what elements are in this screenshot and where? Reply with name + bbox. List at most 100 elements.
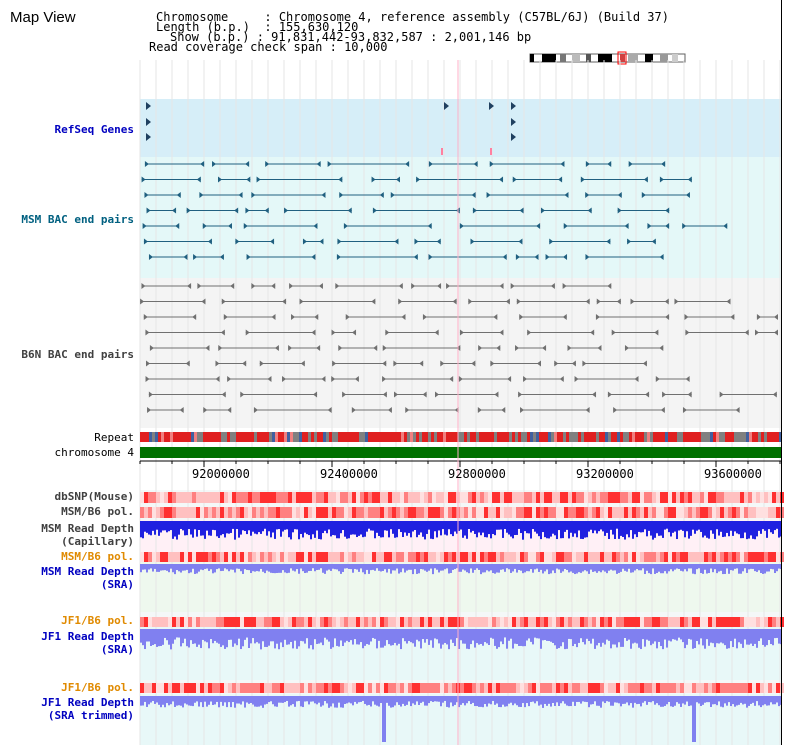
track-label-msm-depth-cap[interactable]: MSM Read Depth bbox=[41, 522, 134, 535]
polymorphism-cell bbox=[716, 507, 720, 518]
depth-bar bbox=[310, 696, 312, 702]
polymorphism-cell bbox=[156, 492, 160, 503]
repeat-segment bbox=[662, 432, 665, 442]
polymorphism-cell bbox=[420, 492, 424, 503]
depth-bar bbox=[466, 696, 468, 704]
chromosome-ideogram[interactable] bbox=[529, 51, 686, 65]
polymorphism-cell bbox=[392, 492, 396, 503]
polymorphism-cell bbox=[240, 507, 244, 518]
bac-end-pair bbox=[300, 360, 305, 367]
depth-bar bbox=[526, 521, 528, 534]
polymorphism-cell bbox=[700, 507, 704, 518]
depth-bar bbox=[326, 629, 328, 640]
polymorphism-cell bbox=[704, 617, 708, 627]
depth-bar bbox=[578, 521, 580, 531]
depth-bar bbox=[412, 629, 414, 644]
track-label-jf1-depth[interactable]: JF1 Read Depth bbox=[41, 630, 134, 643]
depth-bar bbox=[678, 521, 680, 531]
depth-bar bbox=[404, 696, 406, 706]
polymorphism-cell bbox=[564, 552, 568, 562]
depth-bar bbox=[654, 629, 656, 642]
depth-bar bbox=[500, 696, 502, 708]
polymorphism-cell bbox=[188, 617, 192, 627]
polymorphism-cell bbox=[532, 507, 536, 518]
depth-bar bbox=[674, 696, 676, 706]
polymorphism-cell bbox=[584, 552, 588, 562]
depth-bar bbox=[668, 696, 670, 702]
depth-bar bbox=[534, 696, 536, 704]
polymorphism-cell bbox=[576, 492, 580, 503]
depth-bar bbox=[698, 696, 700, 704]
depth-bar bbox=[716, 521, 718, 530]
info-coverage-value: 10,000 bbox=[344, 40, 388, 54]
depth-bar bbox=[710, 521, 712, 531]
polymorphism-cell bbox=[272, 507, 276, 518]
polymorphism-cell bbox=[160, 617, 164, 627]
track-label-chromosome[interactable]: chromosome 4 bbox=[54, 446, 134, 459]
polymorphism-cell bbox=[524, 683, 528, 693]
depth-bar bbox=[716, 629, 718, 644]
bac-end-pair bbox=[373, 345, 378, 351]
polymorphism-cell bbox=[520, 617, 524, 627]
polymorphism-cell bbox=[692, 552, 696, 562]
depth-bar bbox=[262, 629, 264, 642]
depth-bar bbox=[278, 564, 280, 573]
track-label-jf1-pol2[interactable]: JF1/B6 pol. bbox=[61, 681, 134, 694]
depth-bar bbox=[442, 521, 444, 530]
bac-end-pair bbox=[459, 223, 464, 229]
depth-bar bbox=[764, 521, 766, 531]
depth-bar bbox=[140, 521, 142, 538]
polymorphism-cell bbox=[596, 492, 600, 503]
depth-bar bbox=[754, 521, 756, 540]
depth-bar bbox=[668, 564, 670, 572]
depth-bar bbox=[468, 521, 470, 530]
polymorphism-cell bbox=[600, 492, 604, 503]
track-label-jf1-trim[interactable]: JF1 Read Depth bbox=[41, 696, 134, 709]
polymorphism-cell bbox=[468, 552, 472, 562]
track-label-msm-depth-sra[interactable]: MSM Read Depth bbox=[41, 565, 134, 578]
depth-bar bbox=[726, 629, 728, 649]
depth-bar bbox=[430, 564, 432, 569]
depth-bar bbox=[300, 564, 302, 569]
depth-bar bbox=[552, 696, 554, 704]
polymorphism-cell bbox=[364, 683, 368, 693]
polymorphism-cell bbox=[560, 552, 564, 562]
polymorphism-cell bbox=[464, 683, 468, 693]
depth-bar bbox=[546, 521, 548, 539]
depth-bar bbox=[456, 521, 458, 534]
depth-bar bbox=[698, 629, 700, 645]
feature-glyphs[interactable] bbox=[140, 102, 778, 413]
depth-bar bbox=[440, 629, 442, 649]
repeat-segment bbox=[230, 432, 233, 442]
polymorphism-cell bbox=[648, 492, 652, 503]
depth-bar bbox=[664, 564, 666, 572]
track-label-msm-b6-pol2[interactable]: MSM/B6 pol. bbox=[61, 550, 134, 563]
track-label-repeat[interactable]: Repeat bbox=[94, 431, 134, 444]
depth-bar bbox=[412, 564, 414, 575]
track-label-refseq[interactable]: RefSeq Genes bbox=[54, 123, 134, 136]
depth-bar bbox=[762, 564, 764, 574]
repeat-segment bbox=[596, 432, 599, 442]
polymorphism-cell bbox=[352, 552, 356, 562]
depth-bar bbox=[416, 696, 418, 702]
bac-end-pair bbox=[512, 176, 517, 183]
polymorphism-cell bbox=[516, 552, 520, 562]
polymorphism-cell bbox=[752, 683, 756, 693]
depth-bar bbox=[570, 564, 572, 572]
track-label-b6n-bac[interactable]: B6N BAC end pairs bbox=[21, 348, 134, 361]
depth-bar bbox=[552, 629, 554, 643]
polymorphism-cell bbox=[736, 552, 740, 562]
repeat-segment bbox=[758, 432, 761, 442]
track-label-dbsnp[interactable]: dbSNP(Mouse) bbox=[54, 490, 134, 503]
depth-bar bbox=[610, 521, 612, 530]
track-label-jf1-pol[interactable]: JF1/B6 pol. bbox=[61, 614, 134, 627]
depth-bar bbox=[738, 629, 740, 643]
track-label-msm-bac[interactable]: MSM BAC end pairs bbox=[21, 213, 134, 226]
track-label-msm-b6-pol[interactable]: MSM/B6 pol. bbox=[61, 505, 134, 518]
polymorphism-cell bbox=[584, 492, 588, 503]
depth-bar bbox=[700, 629, 702, 639]
depth-bar bbox=[558, 696, 560, 706]
depth-bar bbox=[694, 696, 696, 742]
bac-end-pair bbox=[505, 298, 510, 305]
depth-bar bbox=[282, 696, 284, 703]
